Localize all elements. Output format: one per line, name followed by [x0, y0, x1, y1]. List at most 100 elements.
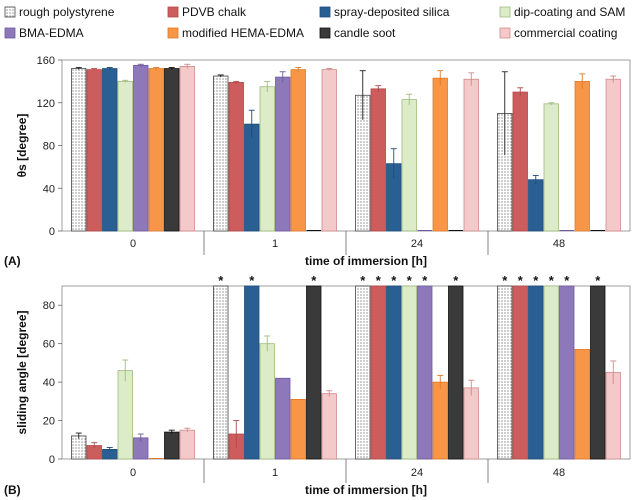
bar-dip-coating-and-sam — [543, 285, 559, 460]
bar-modified-hema-edma — [148, 68, 164, 232]
bar-spray-deposited-silica — [528, 179, 544, 232]
bar-commercial-coating — [321, 69, 337, 232]
y-tick-label: 40 — [43, 377, 55, 389]
bar-spray-deposited-silica — [244, 123, 260, 232]
y-tick-label: 20 — [43, 416, 55, 428]
bar-dip-coating-and-sam — [259, 86, 275, 232]
bar-candle-soot — [164, 68, 180, 232]
star-annotation: * — [502, 273, 508, 288]
bar-candle-soot — [590, 285, 606, 460]
legend-swatch — [4, 27, 16, 39]
legend-item-bma-edma: BMA-EDMA — [4, 26, 84, 40]
bar-rough-polystyrene — [213, 75, 229, 232]
bar-pdvb-chalk — [370, 88, 386, 232]
bar-modified-hema-edma — [290, 69, 306, 232]
legend-swatch — [167, 6, 179, 18]
legend-label: candle soot — [334, 26, 396, 40]
bar-candle-soot — [306, 285, 322, 460]
star-annotation: * — [360, 273, 366, 288]
legend-swatch — [499, 27, 511, 39]
bar-bma-edma — [275, 377, 291, 460]
legend-swatch — [4, 6, 16, 18]
x-axis-label: time of immersion [h] — [305, 254, 427, 268]
star-annotation: * — [391, 273, 397, 288]
bar-commercial-coating — [179, 66, 195, 232]
bar-bma-edma — [133, 64, 149, 232]
legend-swatch — [319, 27, 331, 39]
panel-b-chart: 0 20 40 60 80 sliding angle [degree] 0 1 * * * 24 * *… — [4, 273, 631, 497]
legend-item-spray-deposited-silica: spray-deposited silica — [319, 5, 450, 19]
bar-rough-polystyrene — [71, 435, 87, 460]
bar-dip-coating-and-sam — [401, 99, 417, 232]
y-tick-label: 0 — [49, 454, 55, 466]
star-annotation: * — [311, 273, 317, 288]
y-tick-label: 0 — [49, 226, 55, 238]
bar-rough-polystyrene — [497, 285, 513, 460]
bar-commercial-coating — [321, 393, 337, 460]
legend-label: BMA-EDMA — [19, 26, 84, 40]
bar-dip-coating-and-sam — [117, 80, 133, 232]
legend-item-commercial-coating: commercial coating — [499, 26, 617, 40]
bar-modified-hema-edma — [432, 77, 448, 232]
bar-pdvb-chalk — [512, 285, 528, 460]
bar-bma-edma — [275, 76, 291, 232]
x-tick-label: 1 — [272, 238, 278, 250]
x-tick-label: 48 — [553, 238, 565, 250]
legend-swatch — [319, 6, 331, 18]
bar-modified-hema-edma — [574, 349, 590, 460]
bar-commercial-coating — [463, 387, 479, 460]
legend-label: rough polystyrene — [19, 5, 115, 19]
star-annotation: * — [564, 273, 570, 288]
legend: rough polystyrene PDVB chalk spray-deposit… — [4, 5, 625, 40]
bar-spray-deposited-silica — [386, 285, 402, 460]
bar-pdvb-chalk — [228, 82, 244, 232]
bar-bma-edma — [417, 285, 433, 460]
star-annotation: * — [249, 273, 255, 288]
legend-label: modified HEMA-EDMA — [182, 26, 304, 40]
bar-pdvb-chalk — [86, 69, 102, 232]
y-axis-label: θs [degree] — [15, 114, 29, 178]
bar-candle-soot — [164, 431, 180, 460]
star-annotation: * — [218, 273, 224, 288]
bar-modified-hema-edma — [574, 80, 590, 232]
bar-dip-coating-and-sam — [117, 370, 133, 460]
star-annotation: * — [407, 273, 413, 288]
bar-candle-soot — [448, 285, 464, 460]
bar-rough-polystyrene — [71, 68, 87, 232]
bar-commercial-coating — [605, 78, 621, 232]
y-tick-label: 60 — [43, 339, 55, 351]
star-annotation: * — [376, 273, 382, 288]
legend-label: dip-coating and SAM — [514, 5, 625, 19]
x-tick-label: 48 — [553, 467, 565, 479]
y-tick-label: 40 — [43, 183, 55, 195]
x-tick-label: 24 — [411, 238, 423, 250]
bar-modified-hema-edma — [432, 381, 448, 460]
bar-rough-polystyrene — [213, 285, 229, 460]
star-annotation: * — [549, 273, 555, 288]
bar-commercial-coating — [179, 429, 195, 460]
legend-label: commercial coating — [514, 26, 617, 40]
bar-bma-edma — [559, 285, 575, 460]
bar-pdvb-chalk — [512, 91, 528, 232]
star-annotation: * — [422, 273, 428, 288]
bar-commercial-coating — [605, 372, 621, 460]
bar-rough-polystyrene — [355, 285, 371, 460]
y-tick-label: 160 — [37, 55, 55, 67]
star-annotation: * — [453, 273, 459, 288]
panel-a-chart: 0 40 80 120 160 θs [degree] 0 1 24 48 time of imme… — [4, 55, 631, 268]
star-annotation: * — [533, 273, 539, 288]
star-annotation: * — [518, 273, 524, 288]
x-axis-label: time of immersion [h] — [305, 483, 427, 497]
panel-label: (B) — [4, 483, 21, 497]
legend-item-rough-polystyrene: rough polystyrene — [4, 5, 115, 19]
star-annotation: * — [595, 273, 601, 288]
legend-label: spray-deposited silica — [334, 5, 450, 19]
x-tick-label: 24 — [411, 467, 423, 479]
bar-spray-deposited-silica — [102, 68, 118, 232]
x-tick-label: 0 — [130, 467, 136, 479]
legend-label: PDVB chalk — [182, 5, 247, 19]
y-tick-label: 120 — [37, 98, 55, 110]
legend-item-modified-hema-edma: modified HEMA-EDMA — [167, 26, 304, 40]
legend-swatch — [499, 6, 511, 18]
